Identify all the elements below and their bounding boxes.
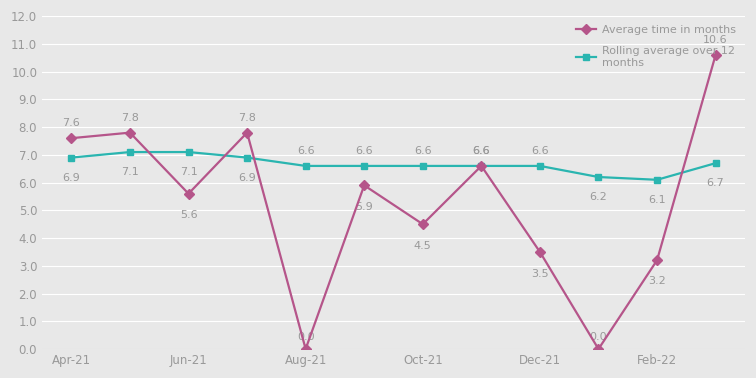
Text: 6.1: 6.1 [648, 195, 666, 205]
Text: 6.6: 6.6 [414, 146, 432, 156]
Text: 6.6: 6.6 [472, 146, 490, 156]
Rolling average over 12
months [360, 164, 369, 168]
Average time in months [301, 347, 310, 351]
Text: 6.6: 6.6 [531, 146, 549, 156]
Average time in months [594, 347, 603, 351]
Average time in months [360, 183, 369, 187]
Rolling average over 12
months [418, 164, 427, 168]
Text: 6.9: 6.9 [63, 173, 80, 183]
Average time in months [535, 249, 544, 254]
Text: 6.7: 6.7 [707, 178, 724, 188]
Rolling average over 12
months [67, 155, 76, 160]
Rolling average over 12
months [125, 150, 135, 154]
Rolling average over 12
months [711, 161, 720, 166]
Legend: Average time in months, Rolling average over 12
months: Average time in months, Rolling average … [573, 22, 739, 71]
Average time in months [477, 164, 486, 168]
Text: 6.2: 6.2 [590, 192, 607, 202]
Rolling average over 12
months [652, 178, 662, 182]
Text: 5.9: 5.9 [355, 202, 373, 212]
Average time in months [243, 130, 252, 135]
Rolling average over 12
months [594, 175, 603, 179]
Text: 10.6: 10.6 [703, 35, 728, 45]
Text: 6.6: 6.6 [297, 146, 314, 156]
Average time in months [184, 191, 193, 196]
Rolling average over 12
months [535, 164, 544, 168]
Text: 6.9: 6.9 [238, 173, 256, 183]
Line: Rolling average over 12
months: Rolling average over 12 months [68, 149, 719, 183]
Text: 5.6: 5.6 [180, 210, 197, 220]
Text: 3.2: 3.2 [648, 276, 666, 285]
Text: 7.6: 7.6 [63, 118, 80, 129]
Text: 0.0: 0.0 [297, 332, 314, 342]
Text: 7.1: 7.1 [180, 167, 197, 177]
Rolling average over 12
months [243, 155, 252, 160]
Text: 6.6: 6.6 [355, 146, 373, 156]
Text: 7.8: 7.8 [238, 113, 256, 123]
Text: 7.1: 7.1 [121, 167, 139, 177]
Average time in months [711, 53, 720, 57]
Average time in months [67, 136, 76, 141]
Rolling average over 12
months [301, 164, 310, 168]
Average time in months [652, 258, 662, 262]
Text: 3.5: 3.5 [531, 269, 549, 279]
Rolling average over 12
months [477, 164, 486, 168]
Average time in months [125, 130, 135, 135]
Text: 0.0: 0.0 [590, 332, 607, 342]
Text: 6.6: 6.6 [472, 146, 490, 156]
Text: 7.8: 7.8 [121, 113, 139, 123]
Line: Average time in months: Average time in months [68, 51, 719, 353]
Average time in months [418, 222, 427, 226]
Text: 4.5: 4.5 [414, 241, 432, 251]
Rolling average over 12
months [184, 150, 193, 154]
